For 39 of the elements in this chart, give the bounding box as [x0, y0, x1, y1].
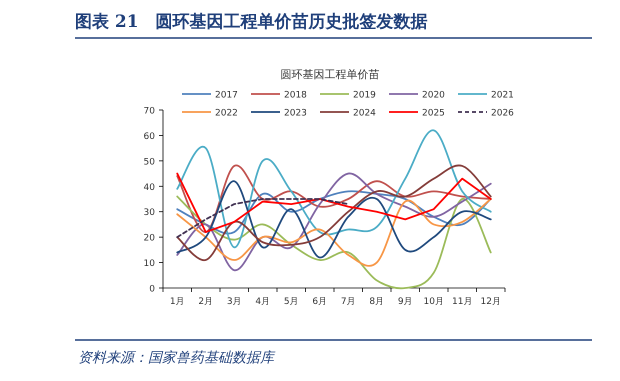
x-tick-label: 1月	[170, 297, 185, 307]
y-tick-label: 60	[144, 132, 156, 142]
chart-subtitle: 圆环基因工程单价苗	[280, 68, 380, 81]
legend-label: 2019	[353, 90, 376, 100]
y-tick-label: 30	[144, 208, 156, 218]
y-tick-label: 10	[144, 259, 156, 270]
x-tick-label: 12月	[480, 297, 501, 307]
x-tick-label: 10月	[424, 297, 444, 307]
y-tick-label: 20	[144, 234, 156, 244]
x-tick-label: 11月	[452, 297, 472, 307]
line-series	[176, 129, 492, 248]
line-series	[176, 198, 350, 238]
legend-label: 2021	[491, 90, 514, 100]
x-tick-label: 2月	[198, 297, 214, 307]
legend-label: 2024	[353, 108, 376, 118]
legend-label: 2022	[215, 108, 238, 118]
legend-label: 2025	[422, 108, 445, 118]
x-tick-label: 4月	[255, 297, 270, 307]
legend-label: 2018	[284, 90, 308, 100]
line-series	[176, 164, 492, 261]
line-series	[176, 196, 492, 290]
line-series	[176, 180, 492, 258]
y-tick-label: 0	[149, 284, 156, 294]
x-tick-label: 5月	[284, 297, 299, 307]
text: 资料来源：国家兽药基础数据库	[78, 350, 276, 366]
y-tick-label: 40	[144, 182, 156, 193]
line-series	[176, 172, 492, 272]
x-tick-label: 7月	[340, 297, 356, 307]
legend-label: 2023	[284, 108, 307, 118]
legend-label: 2017	[215, 90, 238, 100]
legend-label: 2026	[491, 108, 514, 118]
x-tick-label: 9月	[398, 297, 413, 307]
legend-label: 2020	[422, 90, 446, 100]
x-tick-label: 8月	[369, 297, 384, 307]
y-tick-label: 50	[144, 157, 156, 168]
x-tick-label: 3月	[226, 297, 242, 307]
y-tick-label: 70	[144, 106, 156, 116]
x-tick-label: 6月	[312, 297, 328, 307]
chart-title: 图表 21 圆环基因工程单价苗历史批签发数据	[75, 12, 428, 32]
